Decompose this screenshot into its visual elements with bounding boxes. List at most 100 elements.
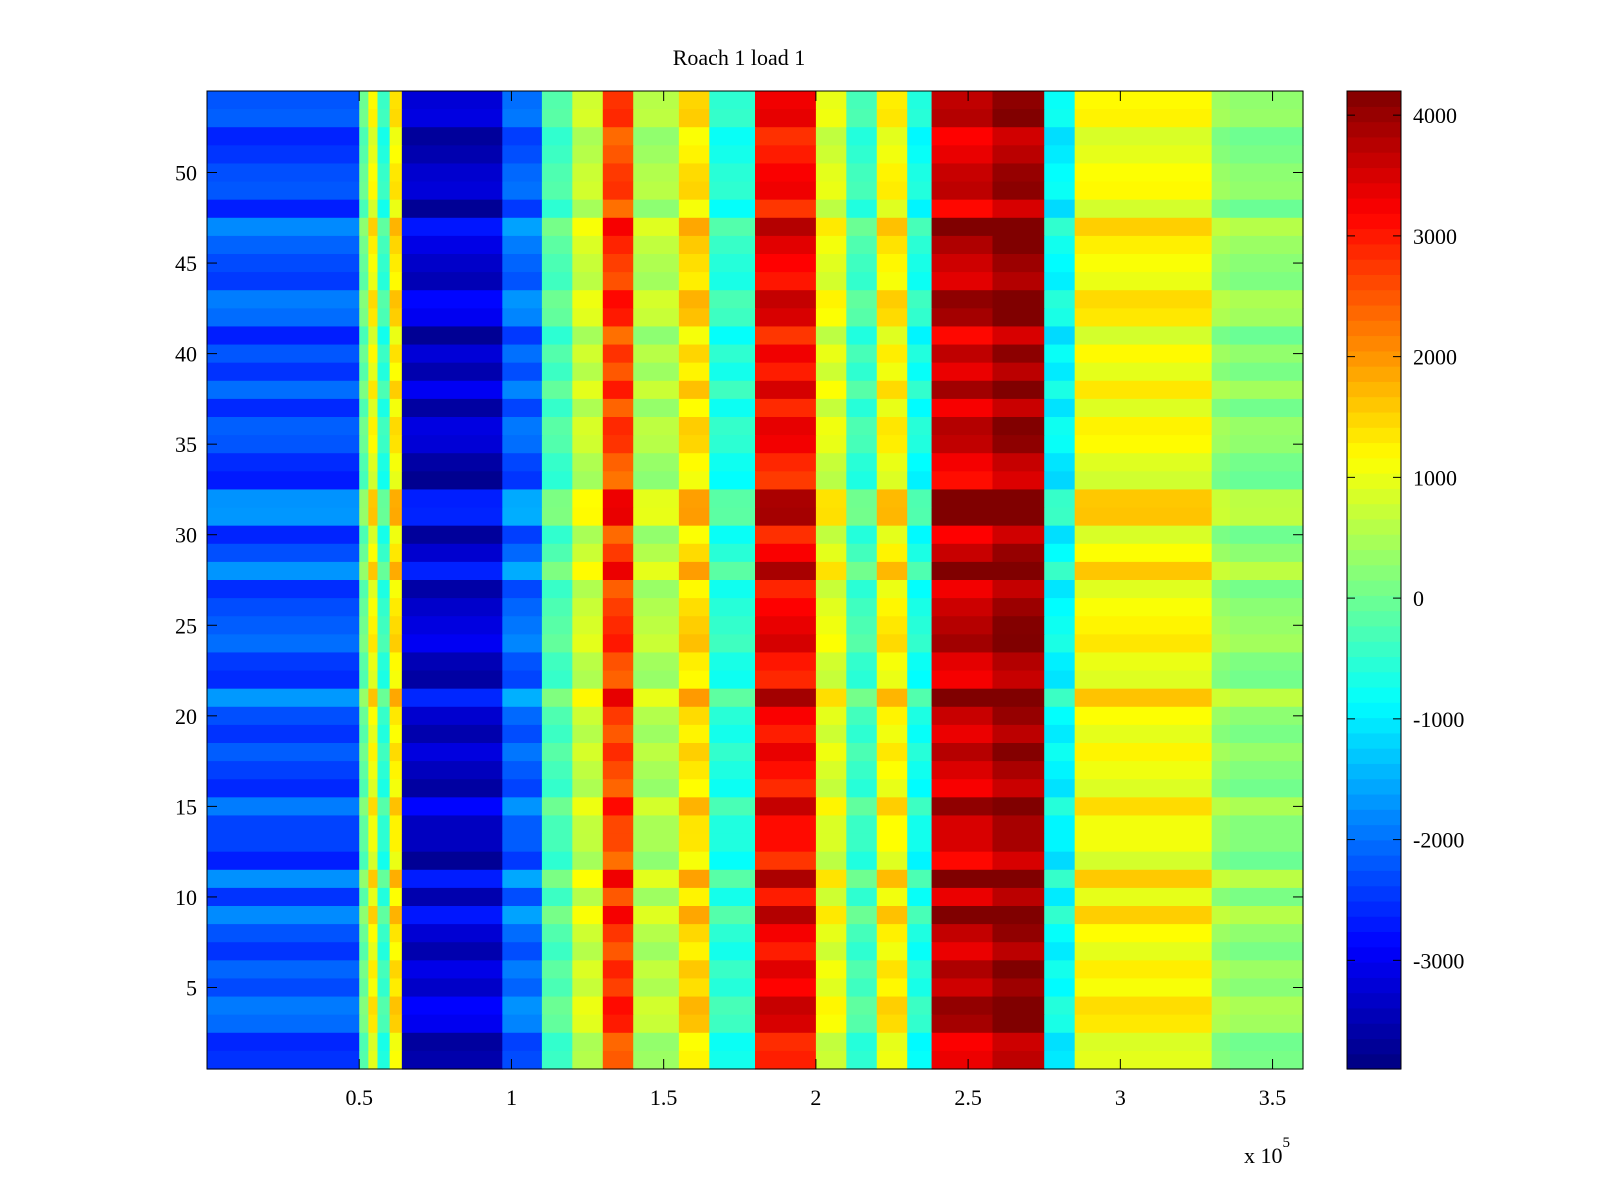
heatmap-cell — [572, 1014, 604, 1034]
heatmap-cell — [207, 779, 360, 798]
heatmap-cell — [602, 942, 634, 961]
heatmap-cell — [1074, 290, 1213, 309]
heatmap-cell — [368, 380, 379, 400]
heatmap-cell — [502, 851, 543, 871]
heatmap-cell — [1211, 924, 1231, 943]
heatmap-cell — [876, 435, 908, 454]
heatmap-cell — [992, 960, 1045, 980]
colorbar-step — [1347, 1038, 1401, 1055]
heatmap-cell — [633, 398, 680, 418]
heatmap-cell — [541, 435, 573, 454]
heatmap-cell — [815, 362, 847, 382]
heatmap-cell — [931, 616, 994, 635]
heatmap-cell — [572, 670, 604, 690]
heatmap-cell — [678, 471, 710, 491]
heatmap-cell — [1044, 833, 1076, 853]
heatmap-cell — [815, 525, 847, 545]
heatmap-cell — [678, 109, 710, 128]
heatmap-cell — [572, 761, 604, 780]
heatmap-cell — [992, 308, 1045, 328]
heatmap-cell — [572, 417, 604, 436]
heatmap-cell — [876, 507, 908, 527]
heatmap-cell — [815, 833, 847, 853]
heatmap-cell — [1044, 743, 1076, 762]
heatmap-cell — [709, 779, 756, 798]
heatmap-cell — [502, 634, 543, 654]
heatmap-cell — [876, 652, 908, 672]
heatmap-cell — [846, 254, 878, 273]
heatmap-cell — [907, 272, 933, 291]
heatmap-cell — [678, 163, 710, 183]
heatmap-cell — [401, 543, 503, 563]
heatmap-cell — [377, 634, 391, 654]
heatmap-cell — [907, 109, 933, 128]
heatmap-cell — [846, 507, 878, 527]
heatmap-cell — [377, 797, 391, 817]
heatmap-cell — [678, 815, 710, 835]
heatmap-cell — [368, 145, 379, 165]
heatmap-cell — [846, 924, 878, 943]
heatmap-cell — [1044, 272, 1076, 291]
heatmap-cell — [876, 380, 908, 400]
heatmap-cell — [602, 1014, 634, 1034]
heatmap-cell — [1044, 308, 1076, 328]
heatmap-cell — [633, 326, 680, 346]
heatmap-cell — [1044, 145, 1076, 165]
heatmap-cell — [907, 199, 933, 219]
heatmap-cell — [633, 145, 680, 165]
heatmap-cell — [1229, 163, 1304, 183]
colorbar-step — [1347, 106, 1401, 123]
heatmap-cell — [1044, 924, 1076, 943]
heatmap-cell — [1074, 743, 1213, 762]
colorbar-step — [1347, 243, 1401, 260]
heatmap-cell — [709, 1032, 756, 1052]
heatmap-cell — [602, 272, 634, 291]
heatmap-cell — [359, 326, 369, 346]
heatmap-cell — [1074, 163, 1213, 183]
heatmap-cell — [1044, 489, 1076, 509]
heatmap-cell — [678, 380, 710, 400]
heatmap-cell — [359, 417, 369, 436]
heatmap-cell — [389, 525, 403, 545]
heatmap-cell — [678, 1050, 710, 1070]
heatmap-cell — [377, 254, 391, 273]
heatmap-cell — [633, 779, 680, 798]
heatmap-cell — [1074, 996, 1213, 1016]
heatmap-cell — [207, 743, 360, 762]
heatmap-cell — [389, 181, 403, 201]
heatmap-cell — [931, 489, 994, 509]
colorbar-step — [1347, 167, 1401, 184]
heatmap-cell — [1229, 761, 1304, 780]
heatmap-cell — [207, 145, 360, 165]
heatmap-cell — [359, 272, 369, 291]
heatmap-cell — [572, 471, 604, 491]
x-tick-label: 1 — [506, 1085, 517, 1110]
heatmap-cell — [931, 706, 994, 726]
heatmap-cell — [401, 380, 503, 400]
heatmap-cell — [815, 724, 847, 744]
colorbar-step — [1347, 977, 1401, 994]
heatmap-cell — [709, 1050, 756, 1070]
heatmap-cell — [359, 398, 369, 418]
heatmap-cell — [401, 887, 503, 907]
heatmap-cell — [709, 724, 756, 744]
heatmap-cell — [992, 761, 1045, 780]
heatmap-cell — [541, 1032, 573, 1052]
heatmap-cell — [846, 580, 878, 599]
heatmap-cell — [207, 380, 360, 400]
heatmap-cell — [541, 906, 573, 925]
heatmap-cell — [755, 471, 817, 491]
heatmap-cell — [401, 652, 503, 672]
heatmap-cell — [907, 254, 933, 273]
heatmap-cell — [377, 489, 391, 509]
heatmap-cell — [602, 507, 634, 527]
heatmap-cell — [602, 688, 634, 708]
heatmap-cell — [401, 616, 503, 635]
heatmap-cell — [572, 362, 604, 382]
heatmap-cell — [502, 127, 543, 146]
heatmap-cell — [602, 417, 634, 436]
heatmap-cell — [633, 616, 680, 635]
colorbar-step — [1347, 793, 1401, 810]
heatmap-cell — [602, 960, 634, 980]
heatmap-cell — [907, 217, 933, 237]
